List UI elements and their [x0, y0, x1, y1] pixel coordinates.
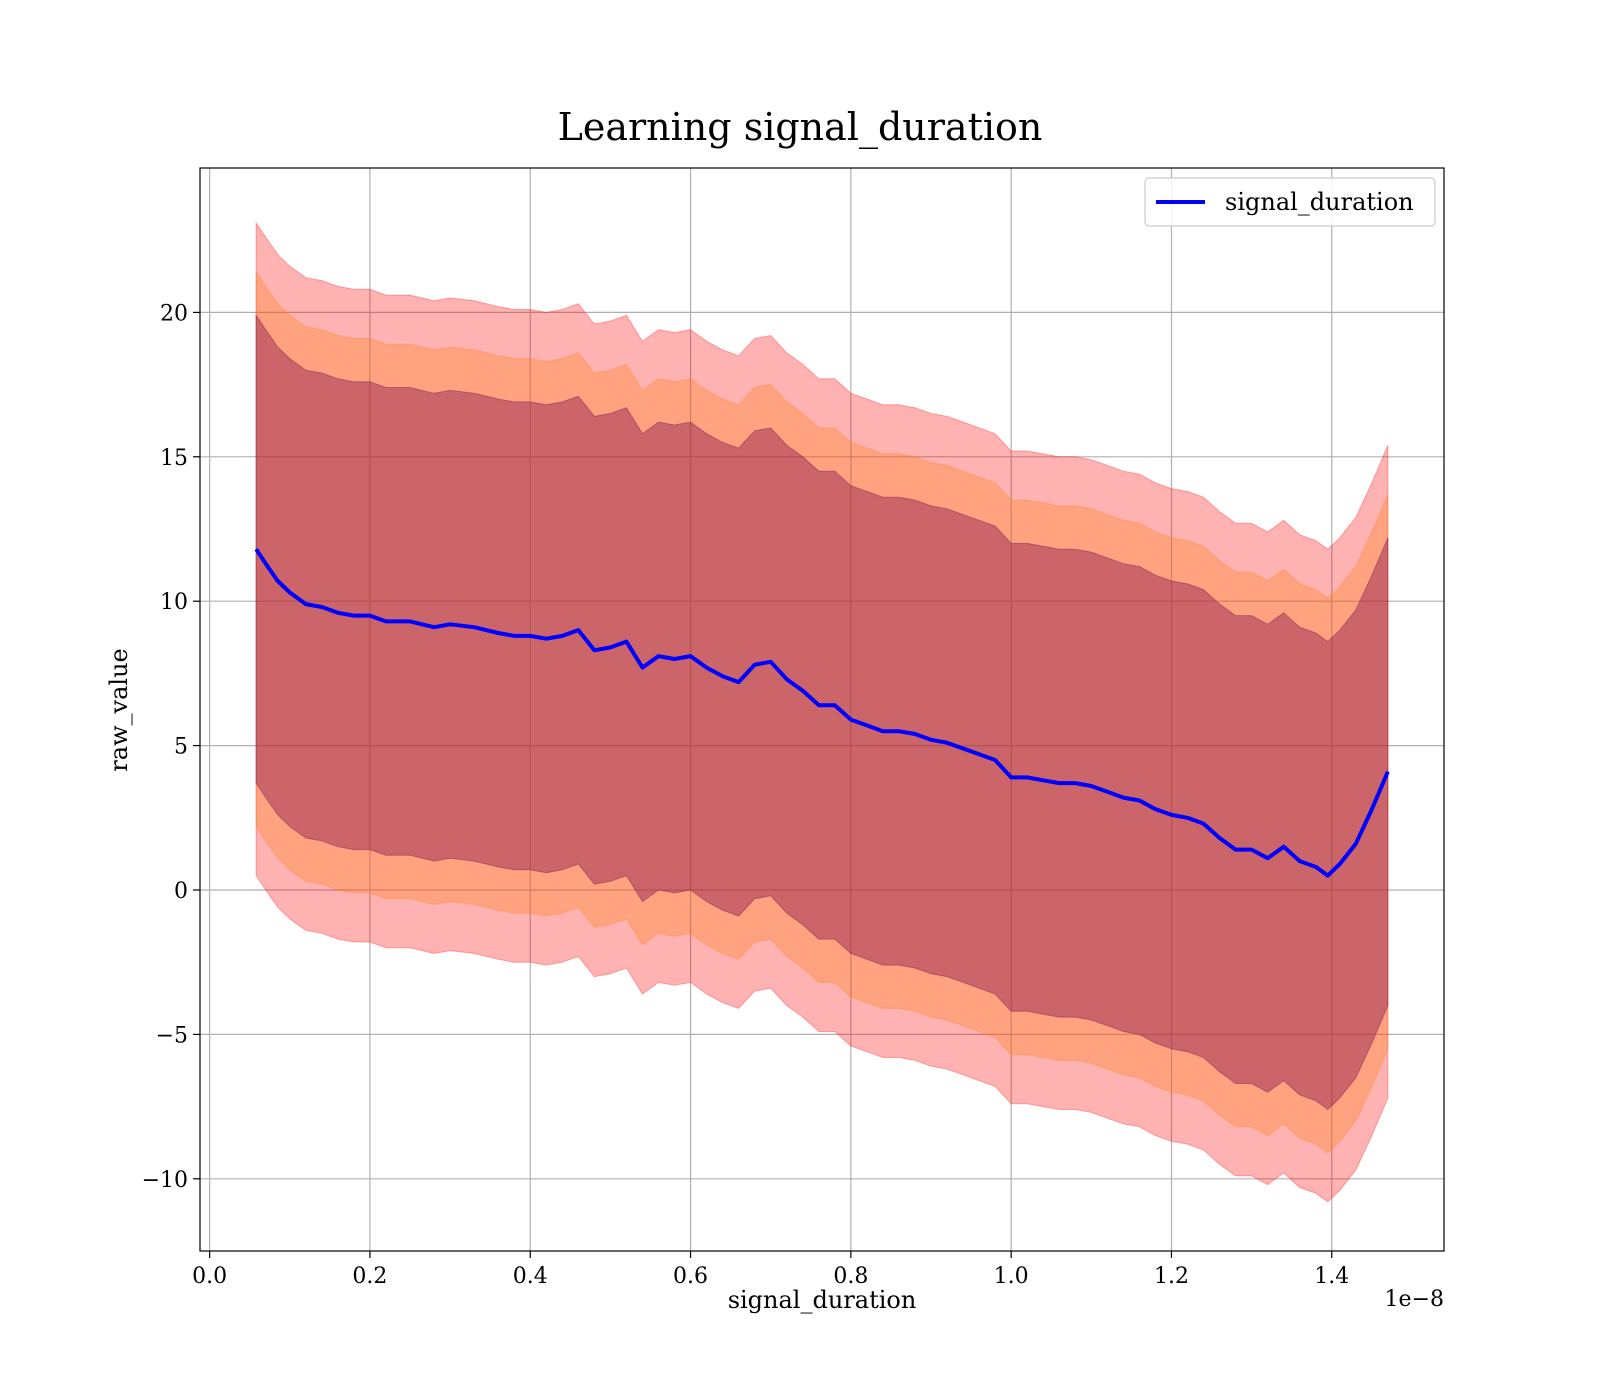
legend-box	[1144, 177, 1436, 227]
y-axis-label: raw_value	[105, 648, 133, 772]
x-axis-label: signal_duration	[728, 1286, 917, 1314]
x-tick-label: 1.0	[994, 1264, 1029, 1289]
y-tick-label: 5	[174, 735, 188, 760]
y-tick-label: 15	[160, 446, 188, 471]
x-axis-ticks: 0.0 0.2 0.4 0.6 0.8 1.0 1.2 1.4	[192, 1251, 1349, 1289]
grid	[200, 168, 1444, 1251]
x-tick-label: 0.2	[352, 1264, 387, 1289]
band-middle	[255, 270, 1389, 1154]
x-tick-label: 0.8	[833, 1264, 868, 1289]
y-tick-label: −5	[156, 1023, 188, 1048]
y-axis-ticks: −10 −5 0 5 10 15 20	[142, 301, 200, 1193]
x-axis-offset-label: 1e−8	[1385, 1287, 1444, 1312]
y-tick-label: 0	[174, 879, 188, 904]
legend-entry: signal_duration	[1225, 188, 1414, 216]
y-tick-label: 10	[160, 590, 188, 615]
x-tick-label: 0.0	[192, 1264, 227, 1289]
confidence-bands	[255, 221, 1389, 1203]
plot-frame	[199, 167, 1445, 1252]
x-tick-label: 0.4	[513, 1264, 548, 1289]
y-tick-label: 20	[160, 301, 188, 326]
chart-title: Learning signal_duration	[558, 105, 1043, 150]
x-tick-label: 1.4	[1314, 1264, 1349, 1289]
x-tick-label: 1.2	[1154, 1264, 1189, 1289]
y-tick-label: −10	[142, 1168, 188, 1193]
series-lines	[254, 548, 1390, 878]
legend: signal_duration	[1144, 177, 1436, 227]
band-outer	[255, 221, 1389, 1203]
band-inner	[255, 313, 1389, 1111]
x-tick-label: 0.6	[673, 1264, 708, 1289]
